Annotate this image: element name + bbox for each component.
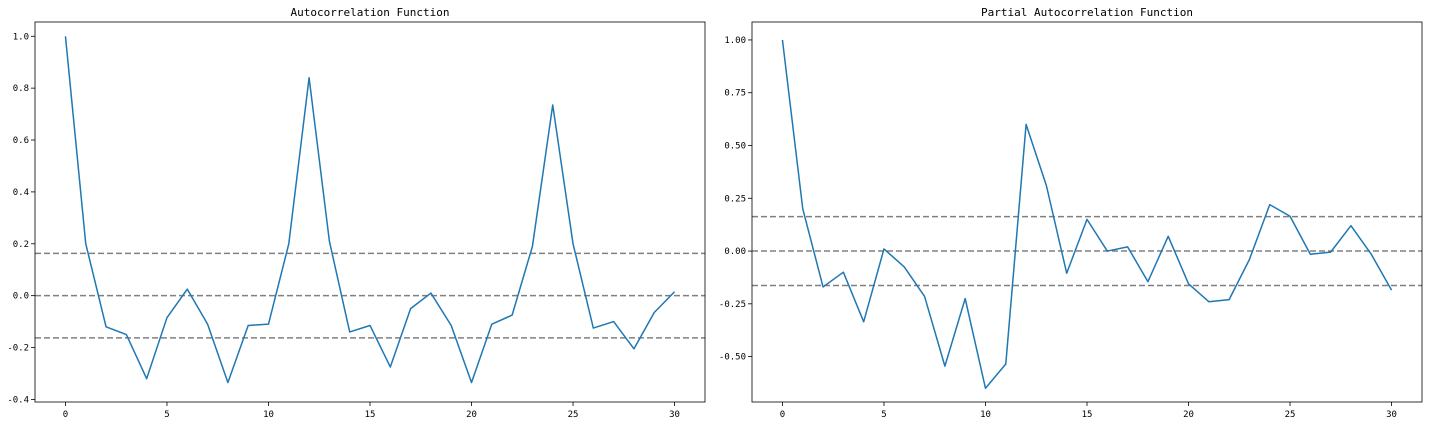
pacf-reference-lines — [752, 215, 1422, 287]
acf-x-tick-label-25: 25 — [568, 410, 579, 420]
acf-x-tick-label-0: 0 — [63, 410, 68, 420]
acf-y-tick-label-1: -0.2 — [7, 344, 29, 354]
pacf-x-tick-label-0: 0 — [780, 410, 785, 420]
pacf-chart: Partial Autocorrelation Function 0 5 10 15 2… — [719, 6, 1423, 420]
pacf-y-tick-label-5: 0.75 — [724, 89, 746, 99]
pacf-axes-frame — [751, 21, 1423, 403]
acf-x-tick-label-10: 10 — [263, 410, 274, 420]
acf-chart: Autocorrelation Function 0 5 10 15 20 25 30 -0… — [7, 6, 706, 420]
acf-y-axis: -0.4 -0.2 0.0 0.2 0.4 0.6 0.8 1.0 — [7, 32, 35, 405]
acf-chart-title: Autocorrelation Function — [291, 6, 450, 19]
pacf-series-line-0 — [781, 39, 1393, 390]
acf-x-tick-label-30: 30 — [669, 410, 680, 420]
pacf-y-tick-label-6: 1.00 — [724, 36, 746, 46]
pacf-x-axis: 0 5 10 15 20 25 30 — [780, 402, 1397, 420]
acf-y-tick-label-3: 0.2 — [13, 240, 29, 250]
acf-series-line-0 — [64, 36, 676, 384]
pacf-y-tick-label-0: -0.50 — [719, 353, 746, 363]
acf-y-tick-label-6: 0.8 — [13, 84, 29, 94]
pacf-y-tick-label-4: 0.50 — [724, 142, 746, 152]
acf-y-tick-label-7: 1.0 — [13, 32, 29, 42]
acf-y-tick-label-0: -0.4 — [7, 395, 29, 405]
acf-reference-lines — [35, 252, 705, 339]
acf-y-tick-label-2: 0.0 — [13, 292, 29, 302]
acf-series — [64, 36, 676, 384]
acf-axes-frame — [34, 21, 706, 403]
acf-y-tick-label-5: 0.6 — [13, 136, 29, 146]
acf-x-tick-label-20: 20 — [466, 410, 477, 420]
pacf-y-tick-label-1: -0.25 — [719, 300, 746, 310]
pacf-x-tick-label-15: 15 — [1082, 410, 1093, 420]
pacf-x-tick-label-20: 20 — [1183, 410, 1194, 420]
acf-x-tick-label-5: 5 — [164, 410, 169, 420]
pacf-chart-title: Partial Autocorrelation Function — [981, 6, 1193, 19]
pacf-y-axis: -0.50 -0.25 0.00 0.25 0.50 0.75 1.00 — [719, 36, 752, 363]
acf-y-tick-label-4: 0.4 — [13, 188, 29, 198]
pacf-x-tick-label-5: 5 — [881, 410, 886, 420]
pacf-series — [781, 39, 1393, 390]
pacf-y-tick-label-3: 0.25 — [724, 194, 746, 204]
acf-x-tick-label-15: 15 — [365, 410, 376, 420]
pacf-x-tick-label-10: 10 — [980, 410, 991, 420]
pacf-x-tick-label-30: 30 — [1386, 410, 1397, 420]
pacf-y-tick-label-2: 0.00 — [724, 247, 746, 257]
acf-x-axis: 0 5 10 15 20 25 30 — [63, 402, 680, 420]
pacf-x-tick-label-25: 25 — [1285, 410, 1296, 420]
